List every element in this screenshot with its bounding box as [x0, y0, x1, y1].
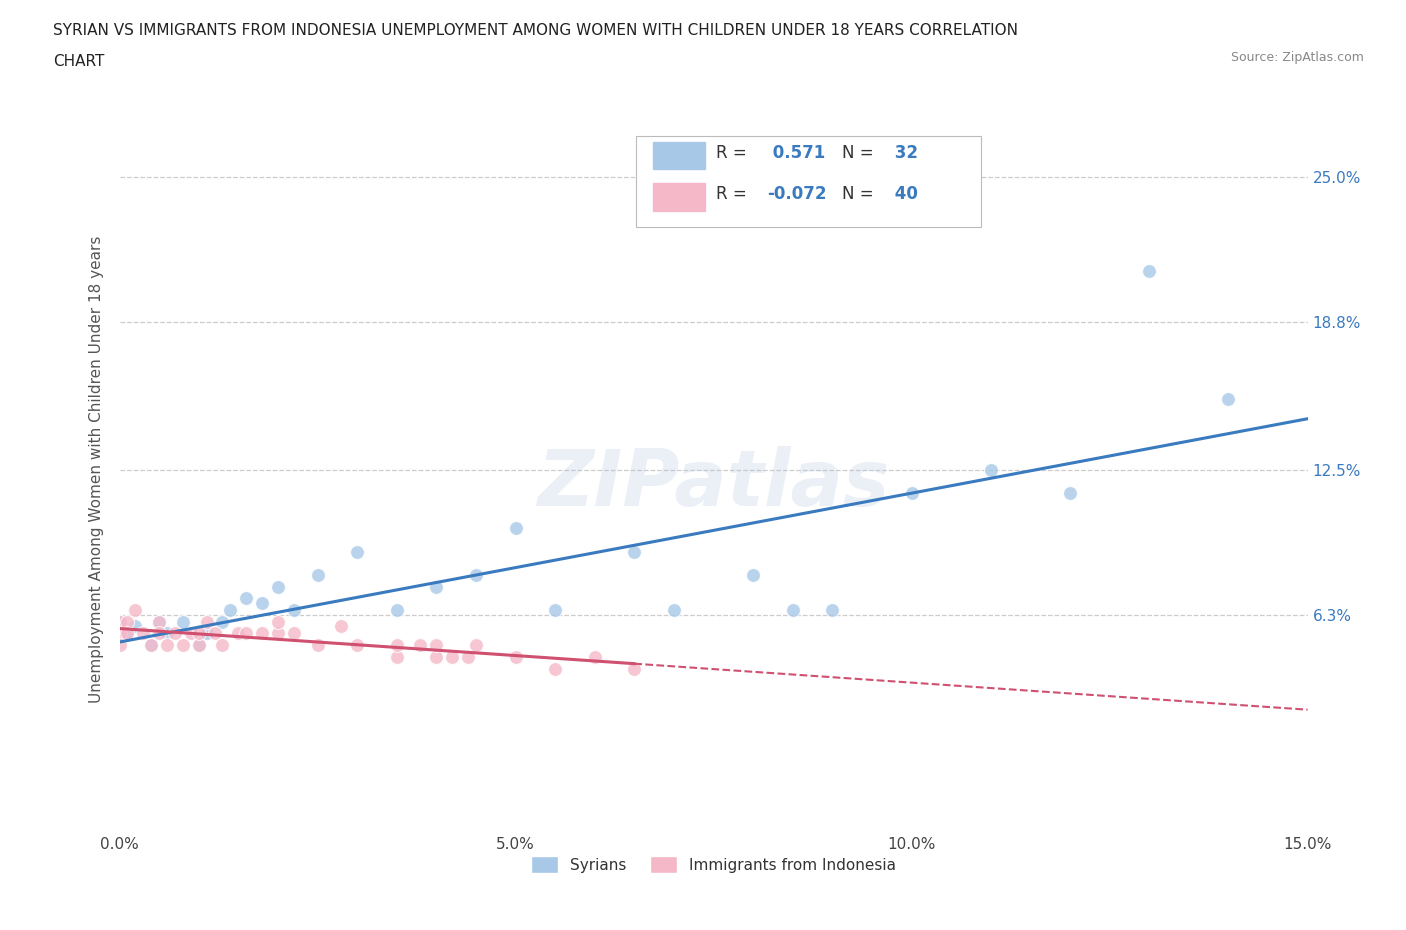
Point — [195, 626, 218, 641]
Point — [425, 649, 447, 664]
Point — [211, 638, 233, 653]
Point — [662, 603, 685, 618]
Text: SYRIAN VS IMMIGRANTS FROM INDONESIA UNEMPLOYMENT AMONG WOMEN WITH CHILDREN UNDER: SYRIAN VS IMMIGRANTS FROM INDONESIA UNEM… — [53, 23, 1018, 38]
Text: N =: N = — [842, 185, 873, 203]
Point — [821, 603, 844, 618]
Text: R =: R = — [716, 185, 747, 203]
Point — [505, 649, 527, 664]
Y-axis label: Unemployment Among Women with Children Under 18 years: Unemployment Among Women with Children U… — [89, 236, 104, 703]
Point — [385, 638, 408, 653]
Text: 40: 40 — [890, 185, 918, 203]
FancyBboxPatch shape — [652, 141, 706, 169]
Point — [505, 521, 527, 536]
Point — [457, 649, 479, 664]
Text: 0.571: 0.571 — [768, 143, 825, 162]
Point — [409, 638, 432, 653]
Point — [108, 638, 131, 653]
Point — [219, 603, 242, 618]
Legend: Syrians, Immigrants from Indonesia: Syrians, Immigrants from Indonesia — [524, 850, 903, 879]
Point — [124, 619, 146, 634]
Point — [307, 638, 329, 653]
Point — [117, 626, 139, 641]
Point — [267, 615, 290, 630]
Point — [148, 615, 170, 630]
Point — [235, 591, 257, 605]
FancyBboxPatch shape — [652, 183, 706, 211]
Point — [124, 603, 146, 618]
Point — [425, 579, 447, 594]
Point — [141, 638, 163, 653]
Point — [180, 626, 202, 641]
Point — [195, 615, 218, 630]
Point — [108, 626, 131, 641]
Point — [583, 649, 606, 664]
Point — [117, 615, 139, 630]
Point — [1218, 392, 1240, 407]
Point — [1059, 485, 1081, 500]
Point — [211, 615, 233, 630]
Point — [623, 661, 645, 676]
FancyBboxPatch shape — [637, 136, 981, 227]
Point — [385, 603, 408, 618]
Point — [132, 626, 155, 641]
Point — [464, 638, 488, 653]
Point — [172, 638, 194, 653]
Point — [283, 626, 305, 641]
Point — [900, 485, 922, 500]
Point — [141, 638, 163, 653]
Point — [187, 638, 209, 653]
Point — [267, 579, 290, 594]
Point — [228, 626, 250, 641]
Point — [172, 615, 194, 630]
Point — [156, 638, 179, 653]
Text: N =: N = — [842, 143, 873, 162]
Point — [623, 544, 645, 559]
Point — [385, 649, 408, 664]
Point — [346, 638, 368, 653]
Point — [283, 603, 305, 618]
Point — [204, 626, 226, 641]
Text: -0.072: -0.072 — [768, 185, 827, 203]
Text: 32: 32 — [890, 143, 918, 162]
Point — [782, 603, 804, 618]
Point — [187, 638, 209, 653]
Point — [1137, 263, 1160, 278]
Point — [267, 626, 290, 641]
Point — [117, 626, 139, 641]
Point — [250, 595, 273, 610]
Point — [148, 626, 170, 641]
Point — [544, 603, 567, 618]
Point — [980, 462, 1002, 477]
Point — [425, 638, 447, 653]
Text: R =: R = — [716, 143, 747, 162]
Point — [148, 615, 170, 630]
Point — [307, 567, 329, 582]
Text: ZIPatlas: ZIPatlas — [537, 446, 890, 522]
Text: Source: ZipAtlas.com: Source: ZipAtlas.com — [1230, 51, 1364, 64]
Point — [346, 544, 368, 559]
Point — [108, 615, 131, 630]
Point — [235, 626, 257, 641]
Point — [108, 615, 131, 630]
Text: CHART: CHART — [53, 54, 105, 69]
Point — [544, 661, 567, 676]
Point — [187, 626, 209, 641]
Point — [330, 619, 353, 634]
Point — [464, 567, 488, 582]
Point — [441, 649, 464, 664]
Point — [250, 626, 273, 641]
Point — [156, 626, 179, 641]
Point — [742, 567, 765, 582]
Point — [163, 626, 186, 641]
